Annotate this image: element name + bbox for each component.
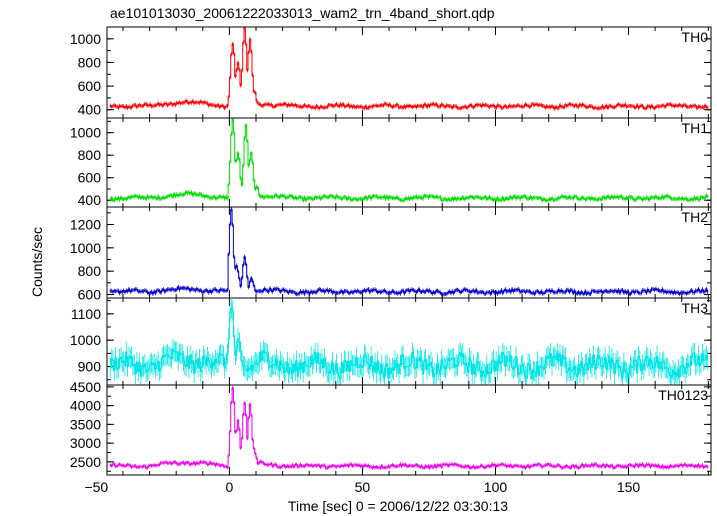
x-tick-label: 0 — [225, 479, 233, 495]
y-tick-label: 900 — [78, 359, 102, 375]
panel-label: TH3 — [682, 300, 709, 316]
panel-label: TH0 — [682, 29, 709, 45]
y-tick-label: 400 — [78, 192, 102, 208]
panel-label: TH0123 — [658, 387, 708, 403]
y-tick-label: 1000 — [70, 332, 101, 348]
y-tick-label: 1000 — [70, 31, 101, 47]
panel-label: TH2 — [682, 209, 709, 225]
error-bars-th2 — [109, 207, 709, 297]
y-tick-label: 1000 — [70, 240, 101, 256]
figure-title: ae101013030_20061222033013_wam2_trn_4ban… — [110, 5, 495, 21]
error-bars-th1 — [109, 118, 709, 203]
x-tick-label: −50 — [84, 479, 108, 495]
x-axis: −50 0 50 100 150 — [84, 479, 640, 495]
y-tick-label: 2500 — [70, 454, 101, 470]
series-line-th1 — [109, 118, 709, 202]
error-bars-th0123 — [109, 385, 709, 470]
x-tick-label: 150 — [617, 479, 641, 495]
y-tick-label: 1200 — [70, 217, 101, 233]
y-tick-label: 4500 — [70, 379, 101, 395]
panel-frame — [106, 206, 712, 299]
error-bars-th0 — [109, 27, 709, 111]
y-tick-label: 400 — [78, 102, 102, 118]
y-tick-label: 3500 — [70, 416, 101, 432]
series-line-th3 — [109, 307, 709, 379]
panel-th2: 600 800 1000 1200 TH2 — [70, 206, 712, 303]
x-tick-label: 50 — [355, 479, 371, 495]
panel-th1: 400 600 800 1000 TH1 — [70, 117, 712, 208]
y-tick-label: 800 — [78, 147, 102, 163]
panel-th0123: 2500 3000 3500 4000 4500 TH0123 — [70, 379, 712, 476]
series-line-th0 — [109, 27, 709, 110]
panel-th0: 400 600 800 1000 TH0 — [70, 26, 712, 119]
y-axis-label: Counts/sec — [29, 227, 45, 297]
series-line-th2 — [109, 208, 709, 295]
panel-th3: 900 1000 1100 TH3 — [70, 297, 712, 386]
y-tick-label: 1000 — [70, 125, 101, 141]
series-line-th0123 — [109, 387, 709, 469]
y-tick-label: 1100 — [71, 306, 101, 322]
y-tick-label: 3000 — [70, 435, 101, 451]
y-tick-label: 4000 — [70, 398, 101, 414]
panel-label: TH1 — [682, 120, 709, 136]
y-tick-label: 600 — [78, 78, 102, 94]
panel-frame — [106, 117, 712, 208]
y-tick-label: 600 — [78, 287, 102, 303]
y-tick-label: 800 — [78, 263, 102, 279]
x-tick-label: 100 — [484, 479, 508, 495]
y-tick-label: 800 — [78, 54, 102, 70]
y-tick-label: 600 — [78, 170, 102, 186]
panel-frame — [106, 384, 712, 476]
x-axis-label: Time [sec] 0 = 2006/12/22 03:30:13 — [288, 498, 508, 514]
